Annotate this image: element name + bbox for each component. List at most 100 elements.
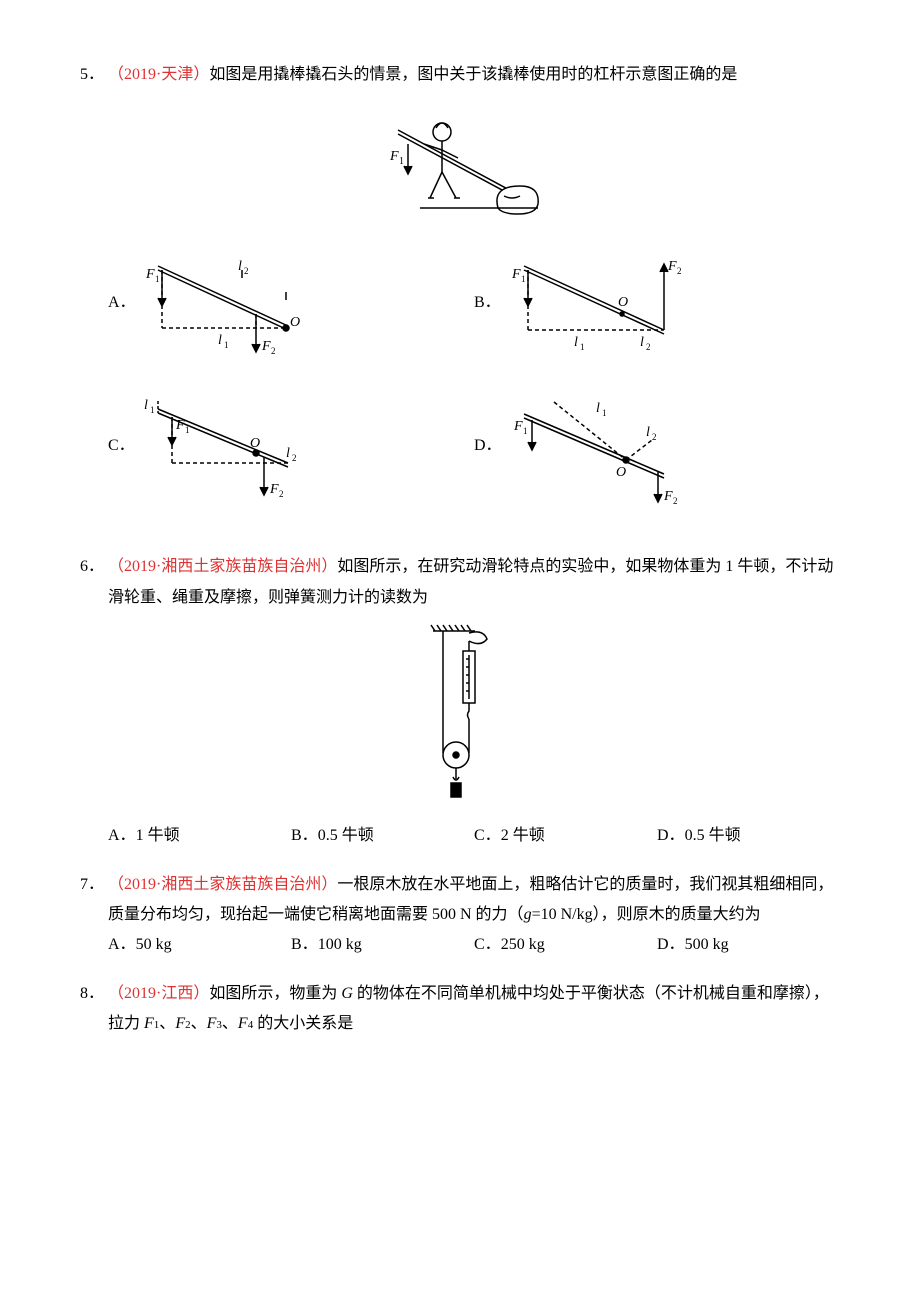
q5-main-figure: F 1	[80, 100, 840, 230]
svg-text:F: F	[511, 267, 521, 282]
q7-source: （2019·湘西土家族苗族自治州）	[108, 876, 337, 893]
svg-text:l: l	[646, 425, 650, 440]
q5-option-b: B． F1 l1 l2 O	[474, 248, 840, 358]
q7-optB-val: 100 kg	[318, 936, 362, 953]
q5-text: 如图是用撬棒撬石头的情景，图中关于该撬棒使用时的杠杆示意图正确的是	[209, 66, 737, 83]
svg-text:F: F	[145, 267, 155, 282]
q8-source: （2019·江西）	[108, 985, 209, 1002]
q7-option-b: B．100 kg	[291, 930, 474, 960]
q7-optB-label: B．	[291, 936, 318, 953]
q7-number: 7．	[80, 870, 108, 900]
q6-option-a: A．1 牛顿	[108, 821, 291, 851]
q7-option-c: C．250 kg	[474, 930, 657, 960]
svg-text:F: F	[389, 149, 399, 164]
svg-text:2: 2	[279, 489, 284, 499]
q5-stem: 5． （2019·天津）如图是用撬棒撬石头的情景，图中关于该撬棒使用时的杠杆示意…	[80, 60, 840, 90]
svg-text:1: 1	[185, 425, 190, 435]
svg-text:O: O	[618, 295, 628, 310]
q5-option-a: A．	[108, 248, 474, 358]
q6-option-d: D．0.5 牛顿	[657, 821, 840, 851]
q5-body: （2019·天津）如图是用撬棒撬石头的情景，图中关于该撬棒使用时的杠杆示意图正确…	[108, 60, 737, 90]
q7-optC-label: C．	[474, 936, 501, 953]
q6-optC-val: 2 牛顿	[501, 827, 545, 844]
svg-text:F: F	[667, 259, 677, 274]
svg-text:1: 1	[399, 156, 404, 167]
q8-stem-line1: 8． （2019·江西）如图所示，物重为 G 的物体在不同简单机械中均处于平衡状…	[80, 979, 840, 1009]
q5-option-d: D． F1 l1 l2	[474, 386, 840, 506]
q8-stem-line2: 拉力 F1、F2、F3、F4 的大小关系是	[80, 1009, 840, 1039]
q5-number: 5．	[80, 60, 108, 90]
q8-text1-g: G	[341, 985, 353, 1002]
q5-diagram-b: F1 l1 l2 O F2	[504, 248, 684, 358]
question-6: 6． （2019·湘西土家族苗族自治州）如图所示，在研究动滑轮特点的实验中，如果…	[80, 552, 840, 851]
q8-c1: 、	[159, 1015, 175, 1032]
q7-option-a: A．50 kg	[108, 930, 291, 960]
svg-text:1: 1	[580, 342, 585, 352]
q6-source: （2019·湘西土家族苗族自治州）	[108, 558, 337, 575]
q7-option-d: D．500 kg	[657, 930, 840, 960]
svg-text:O: O	[616, 465, 626, 480]
q5-options: A．	[80, 248, 840, 534]
q8-body1: （2019·江西）如图所示，物重为 G 的物体在不同简单机械中均处于平衡状态（不…	[108, 979, 829, 1009]
svg-text:l: l	[286, 446, 290, 461]
svg-text:F: F	[269, 482, 279, 497]
q6-text1: 如图所示，在研究动滑轮特点的实验中，如果物体重为 1 牛顿，不计动	[337, 558, 833, 575]
q5-source: （2019·天津）	[108, 66, 209, 83]
svg-text:2: 2	[646, 342, 651, 352]
q6-optB-label: B．	[291, 827, 318, 844]
svg-text:1: 1	[150, 405, 155, 415]
q6-number: 6．	[80, 552, 108, 582]
svg-text:l: l	[238, 259, 242, 274]
q5-diagram-d: F1 l1 l2 O F2	[504, 386, 684, 506]
svg-text:2: 2	[652, 432, 657, 442]
q8-f1: F	[144, 1015, 154, 1032]
svg-text:2: 2	[244, 266, 249, 276]
q5-optB-label: B．	[474, 288, 504, 318]
q5-diagram-c: l1 F1 O l2 F2	[138, 391, 308, 501]
q7-optD-label: D．	[657, 936, 685, 953]
q8-c2: 、	[191, 1015, 207, 1032]
svg-text:l: l	[218, 333, 222, 348]
svg-text:2: 2	[271, 346, 276, 356]
q6-stem-line1: 6． （2019·湘西土家族苗族自治州）如图所示，在研究动滑轮特点的实验中，如果…	[80, 552, 840, 582]
svg-text:2: 2	[292, 453, 297, 463]
svg-text:O: O	[290, 315, 300, 330]
q7-text2-post: =10 N/kg），则原木的质量大约为	[532, 906, 761, 923]
q6-optB-val: 0.5 牛顿	[318, 827, 374, 844]
crowbar-scene-svg: F 1	[380, 100, 540, 230]
q7-text2-pre: 质量分布均匀，现抬起一端使它稍离地面需要 500 N 的力（	[108, 906, 524, 923]
q6-optA-label: A．	[108, 827, 136, 844]
svg-text:1: 1	[521, 274, 526, 284]
q8-text1-post: 的物体在不同简单机械中均处于平衡状态（不计机械自重和摩擦），	[353, 985, 829, 1002]
q6-optC-label: C．	[474, 827, 501, 844]
svg-text:l: l	[640, 335, 644, 350]
svg-text:O: O	[250, 436, 260, 451]
svg-text:F: F	[175, 418, 185, 433]
svg-text:2: 2	[677, 266, 682, 276]
svg-text:1: 1	[523, 426, 528, 436]
q6-figure	[80, 623, 840, 803]
svg-text:2: 2	[673, 496, 678, 506]
question-5: 5． （2019·天津）如图是用撬棒撬石头的情景，图中关于该撬棒使用时的杠杆示意…	[80, 60, 840, 534]
q6-optD-label: D．	[657, 827, 685, 844]
q7-body1: （2019·湘西土家族苗族自治州）一根原木放在水平地面上，粗略估计它的质量时，我…	[108, 870, 833, 900]
q7-optA-val: 50 kg	[136, 936, 172, 953]
q7-stem-line1: 7． （2019·湘西土家族苗族自治州）一根原木放在水平地面上，粗略估计它的质量…	[80, 870, 840, 900]
q7-options: A．50 kg B．100 kg C．250 kg D．500 kg	[80, 930, 840, 960]
q8-number: 8．	[80, 979, 108, 1009]
q8-f4: F	[238, 1015, 248, 1032]
q5-diagram-a: F1 l2 l1 O F2	[138, 248, 308, 358]
svg-text:1: 1	[155, 274, 160, 284]
q5-option-c: C． l1	[108, 386, 474, 506]
q8-text2-post: 的大小关系是	[253, 1015, 353, 1032]
svg-text:F: F	[663, 489, 673, 504]
q6-option-b: B．0.5 牛顿	[291, 821, 474, 851]
q6-optD-val: 0.5 牛顿	[685, 827, 741, 844]
question-8: 8． （2019·江西）如图所示，物重为 G 的物体在不同简单机械中均处于平衡状…	[80, 979, 840, 1040]
q7-optC-val: 250 kg	[501, 936, 545, 953]
pulley-svg	[425, 623, 495, 803]
q8-text2-pre: 拉力	[108, 1015, 144, 1032]
question-7: 7． （2019·湘西土家族苗族自治州）一根原木放在水平地面上，粗略估计它的质量…	[80, 870, 840, 961]
q6-option-c: C．2 牛顿	[474, 821, 657, 851]
q8-text1-pre: 如图所示，物重为	[209, 985, 341, 1002]
